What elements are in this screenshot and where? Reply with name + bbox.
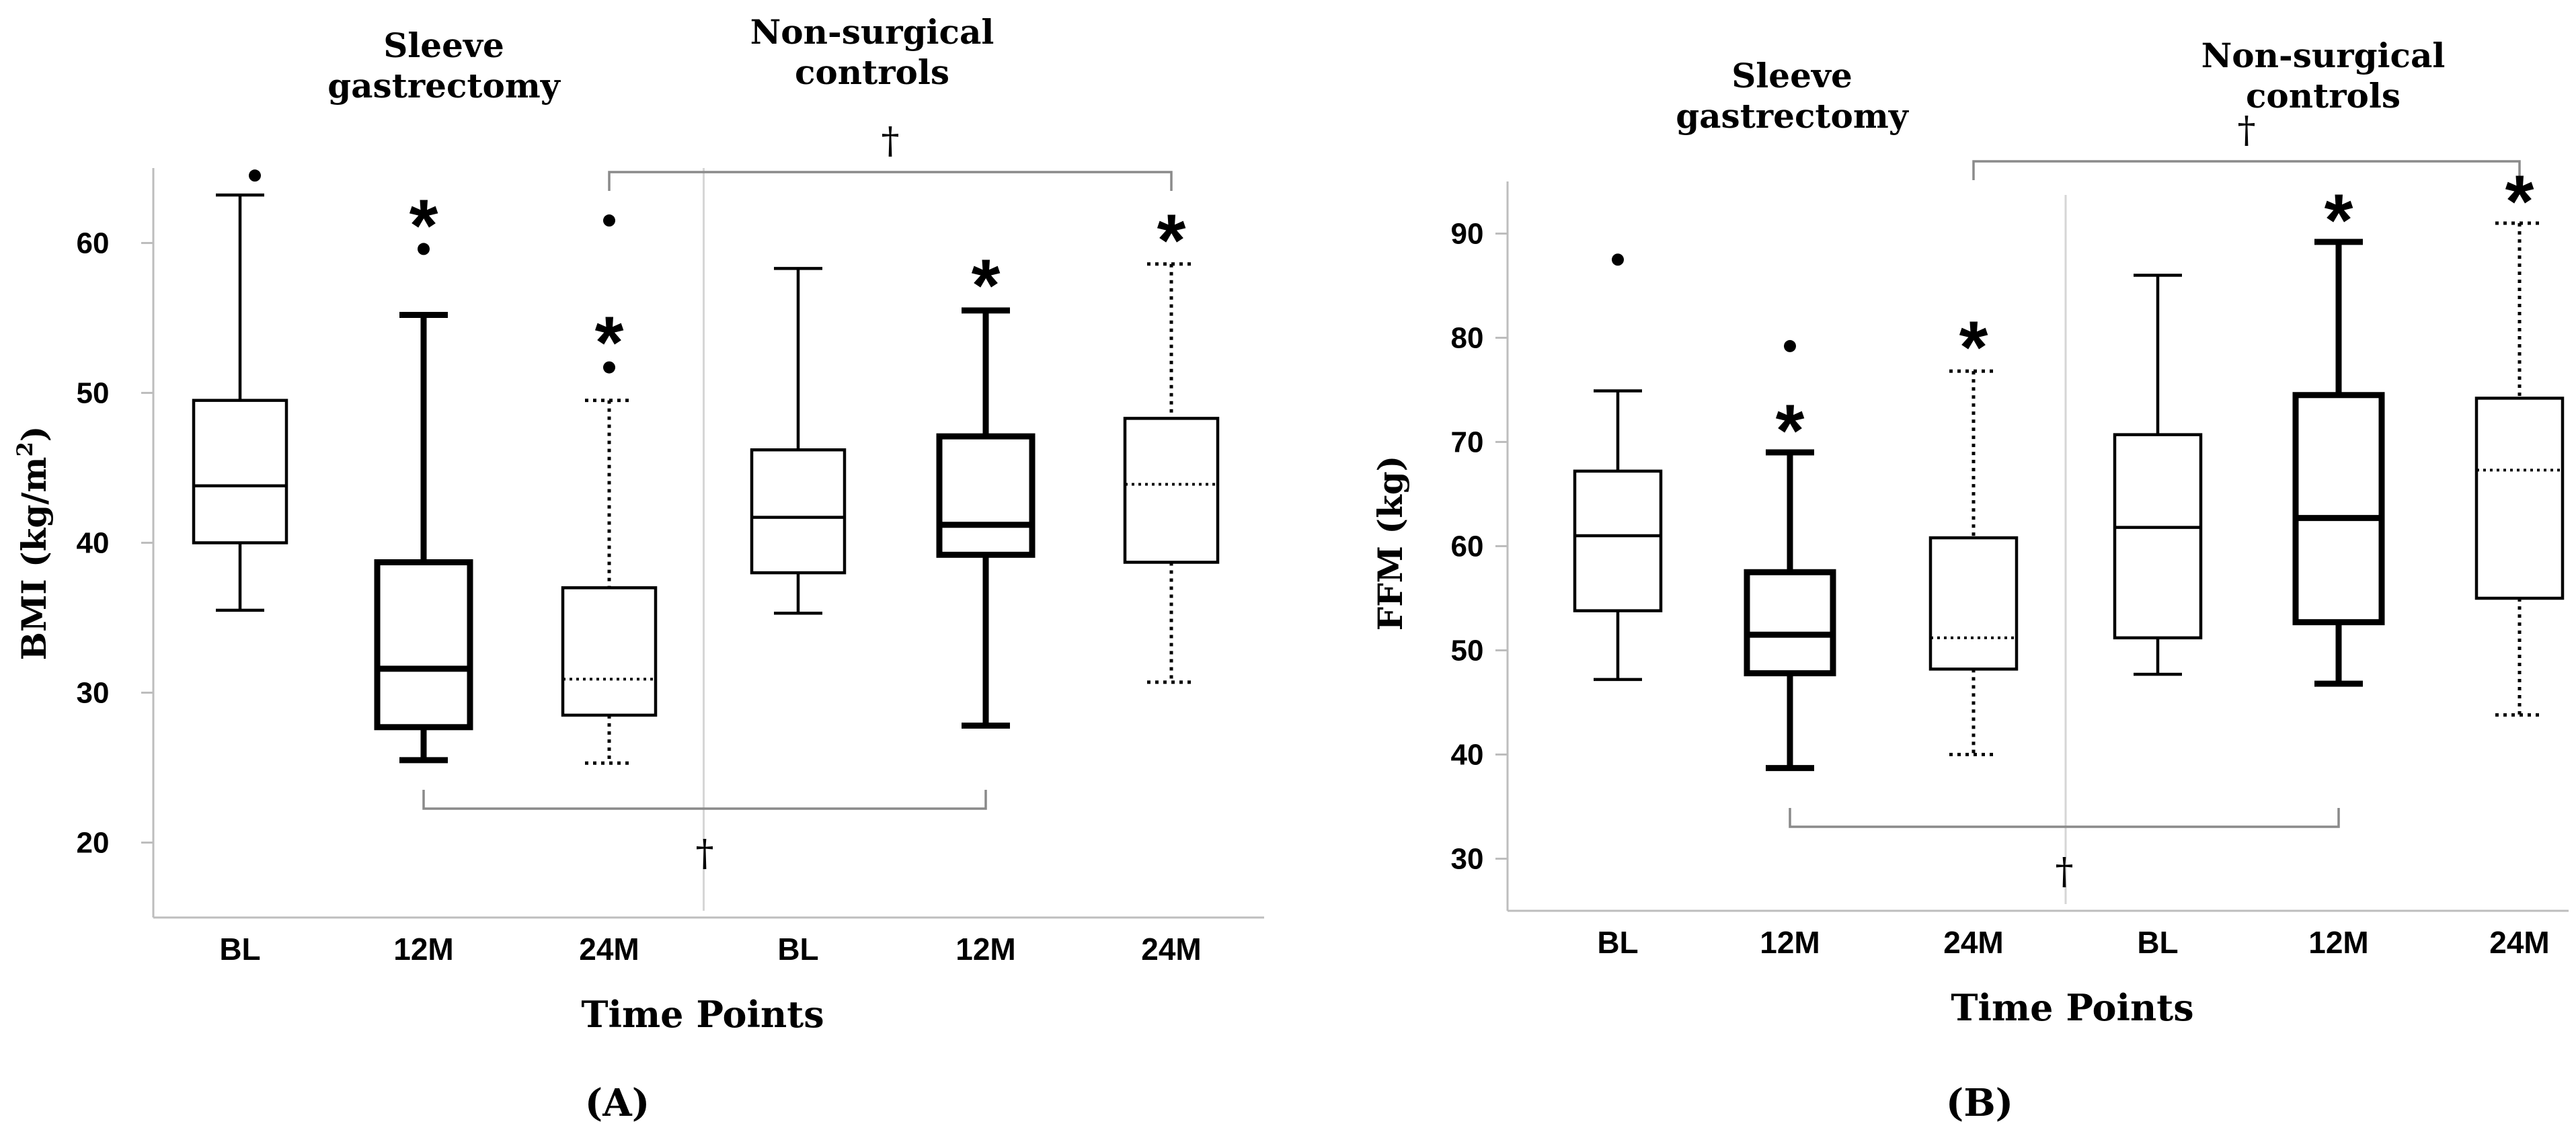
box-iqr [1573,469,1663,612]
outlier-point [1612,253,1624,266]
chart-panel-a: 20 30 40 50 60 BMI (kg/m2) BL 12M 24M BL 12M 24M Tim… [12,12,1264,1125]
significance-bracket [422,790,987,810]
x-tick-label: BL [219,932,260,967]
x-tick-label: 24M [2489,925,2549,960]
y-tick-label: 60 [1451,530,1484,563]
y-tick-label: 60 [77,227,110,260]
group-label: gastrectomy [1676,96,1910,136]
box-iqr [936,433,1036,558]
y-tick-label: 40 [1451,739,1484,772]
y-tick-label: 80 [1451,322,1484,355]
box-6: * [2474,161,2565,717]
y-axis-label-text: FFM (kg) [1370,456,1410,631]
box-2: * [1744,339,1836,772]
significance-star: * [2325,179,2353,261]
group-label: controls [2246,76,2401,116]
box-iqr [1744,569,1836,677]
outlier-point [249,169,261,182]
x-axis-label: Time Points [1951,986,2193,1029]
y-tick-label: 30 [77,677,110,710]
x-tick-label: BL [2137,925,2178,960]
y-axis-label: BMI (kg/m2) [12,426,54,661]
y-axis-label-text: BMI (kg/m [14,457,54,661]
y-tick-label: 50 [77,377,110,410]
y-axis-label-close: ) [14,426,54,442]
group-label: Sleeve [1731,56,1852,95]
box-3: * [561,214,658,765]
box-4 [2113,274,2203,676]
x-tick-label: 24M [579,932,639,967]
x-tick-label: 12M [1760,925,1820,960]
box-5: * [2292,179,2385,687]
y-axis-label-superscript: 2 [12,442,38,456]
significance-star: * [2505,161,2534,243]
outlier-point [603,361,615,374]
chart-panel-b: 30 40 50 60 70 80 90 FFM (kg) BL 12M 24M BL 12M 24M Ti… [1370,36,2569,1125]
group-label: Non-surgical [750,12,994,52]
group-label: Sleeve [383,26,504,65]
box-iqr [1928,536,2019,671]
dagger-symbol: † [2238,109,2256,151]
significance-star: * [1157,200,1186,282]
y-tick-label: 90 [1451,218,1484,251]
box-iqr [750,448,847,575]
box-4 [750,267,847,615]
box-iqr [1123,417,1220,564]
group-label: gastrectomy [327,66,561,106]
significance-bracket [1972,160,2521,180]
box-3: * [1928,307,2019,756]
box-iqr [2292,392,2385,626]
outlier-point [603,214,615,227]
x-tick-label: 12M [393,932,453,967]
box-iqr [192,399,288,544]
x-tick-label: 24M [1943,925,2003,960]
dagger-symbol: † [882,120,900,162]
x-tick-label: 12M [2308,925,2368,960]
box-iqr [2474,397,2565,600]
box-5: * [936,245,1036,729]
significance-bracket [1789,808,2340,828]
y-tick-label: 20 [77,827,110,860]
significance-star: * [1776,390,1805,473]
box-2: * [374,184,473,764]
significance-bracket [608,171,1173,191]
group-label: controls [795,52,949,92]
box-1 [192,169,288,612]
outlier-point [1784,339,1796,352]
y-tick-label: 40 [77,527,110,560]
significance-star: * [1959,307,1988,389]
x-tick-label: 24M [1141,932,1201,967]
outlier-point [418,243,430,255]
significance-star: * [595,301,624,384]
x-axis-label: Time Points [581,993,824,1036]
box-iqr [561,586,658,717]
box-iqr [2113,433,2203,640]
y-axis-label: FFM (kg) [1370,456,1410,631]
group-label: Non-surgical [2201,36,2446,75]
panel-label: (A) [585,1081,650,1125]
dagger-symbol: † [2056,850,2074,893]
y-tick-label: 50 [1451,635,1484,667]
panel-label: (B) [1946,1081,2013,1125]
x-tick-label: 12M [955,932,1015,967]
y-tick-label: 70 [1451,426,1484,459]
significance-star: * [972,245,1001,327]
x-tick-label: BL [1597,925,1638,960]
x-tick-label: BL [777,932,818,967]
y-tick-label: 30 [1451,843,1484,876]
box-iqr [374,559,473,731]
dagger-symbol: † [696,832,714,875]
box-1 [1573,253,1663,682]
box-6: * [1123,200,1220,684]
significance-star: * [409,184,438,267]
